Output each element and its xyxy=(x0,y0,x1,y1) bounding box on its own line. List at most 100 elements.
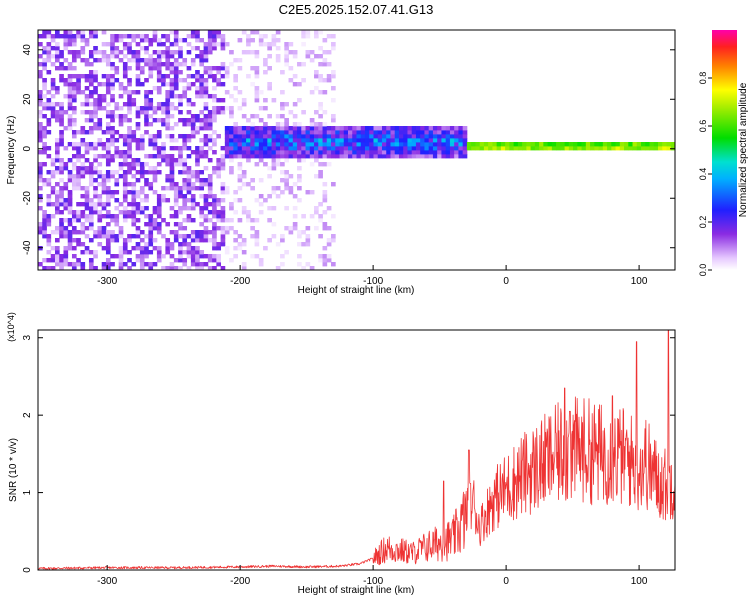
spectrogram-cell xyxy=(297,166,302,171)
snr-x-ticks: -300 -200 -100 0 100 xyxy=(97,565,648,587)
spectrogram-cell xyxy=(80,222,86,227)
spectrogram-cell xyxy=(280,178,285,183)
spectrogram-cell xyxy=(101,30,107,35)
spectrogram-cell xyxy=(220,198,226,203)
spectrogram-cell xyxy=(373,126,379,131)
spectrogram-cell xyxy=(101,174,107,179)
spectrogram-cell xyxy=(297,158,302,163)
spectrogram-cell xyxy=(271,222,277,227)
spectrogram-cell xyxy=(390,134,396,139)
spectrogram-cell xyxy=(182,170,188,175)
spectrogram-cell xyxy=(88,210,94,215)
spectrogram-cell xyxy=(445,146,451,151)
spectrogram-cell xyxy=(301,214,306,219)
spectrogram-cell xyxy=(182,146,188,151)
spectrogram-cell xyxy=(88,222,94,227)
spectrogram-cell xyxy=(190,258,196,263)
spectrogram-cell xyxy=(38,262,43,267)
spectrogram-cell xyxy=(292,54,298,59)
spectrogram-cell xyxy=(131,202,137,207)
spectrogram-cell xyxy=(275,146,281,151)
spectrogram-cell xyxy=(131,138,137,143)
spectrogram-cell xyxy=(63,38,69,43)
spectrogram-cell xyxy=(203,214,209,219)
spectrogram-cell xyxy=(356,126,362,131)
spectrogram-cell xyxy=(42,222,47,227)
spectrogram-cell xyxy=(76,202,81,207)
spectrogram-cell xyxy=(169,146,175,151)
spectrogram-cell xyxy=(199,146,205,151)
spectrogram-cell xyxy=(254,218,260,223)
spectrogram-cell xyxy=(110,74,115,79)
spectrogram-cell xyxy=(250,50,255,55)
spectrogram-cell xyxy=(38,178,43,183)
spectrogram-cell xyxy=(301,230,306,235)
spectrogram-cell xyxy=(280,134,285,139)
spectrogram-cell xyxy=(54,142,60,147)
spectrogram-cell xyxy=(178,170,183,175)
spectrogram-cell xyxy=(449,146,455,151)
spectrogram-cell xyxy=(246,138,251,143)
spectrogram-cell xyxy=(178,266,183,271)
spectrogram-cell xyxy=(54,110,60,115)
spectrogram-cell xyxy=(305,134,311,139)
spectrogram-cell xyxy=(224,230,230,235)
spectrogram-cell xyxy=(229,110,234,115)
spectrogram-cell xyxy=(93,78,98,83)
spectrogram-cell xyxy=(237,146,243,151)
spectrogram-cell xyxy=(212,214,217,219)
spectrogram-cell xyxy=(182,186,188,191)
spectrogram-cell xyxy=(339,134,345,139)
spectrogram-cell xyxy=(148,114,154,119)
spectrogram-cell xyxy=(348,130,353,135)
y-tick-label: 0 xyxy=(22,146,33,152)
spectrogram-cell xyxy=(173,78,179,83)
spectrogram-cell xyxy=(122,62,128,67)
spectrogram-cell xyxy=(314,174,319,179)
spectrogram-cell xyxy=(173,238,179,243)
spectrogram-cell xyxy=(594,142,599,147)
spectrogram-cell xyxy=(186,42,192,47)
spectrogram-cell xyxy=(169,42,175,47)
spectrogram-cell xyxy=(182,90,188,95)
spectrogram-cell xyxy=(101,50,107,55)
spectrogram-cell xyxy=(59,158,64,163)
spectrogram-cell xyxy=(335,126,340,131)
spectrogram-cell xyxy=(394,154,400,159)
spectrogram-cell xyxy=(284,174,289,179)
spectrogram-cell xyxy=(220,98,226,103)
spectrogram-cell xyxy=(339,126,345,131)
spectrogram-cell xyxy=(216,214,222,219)
spectrogram-cell xyxy=(139,174,145,179)
spectrogram-cell xyxy=(229,138,234,143)
spectrogram-cell xyxy=(263,62,268,67)
spectrogram-cell xyxy=(135,82,141,87)
spectrogram-cell xyxy=(114,238,120,243)
x-tick-label: -200 xyxy=(230,576,250,587)
spectrogram-cell xyxy=(161,198,166,203)
spectrogram-cell xyxy=(462,150,468,155)
spectrogram-cell xyxy=(38,166,43,171)
x-tick-label: -100 xyxy=(363,576,383,587)
spectrogram-cell xyxy=(263,106,268,111)
spectrogram-cell xyxy=(80,226,86,231)
spectrogram-cell xyxy=(212,222,217,227)
spectrogram-cell xyxy=(348,134,353,139)
spectrogram-cell xyxy=(369,150,374,155)
spectrogram-cell xyxy=(267,138,272,143)
spectrogram-cell xyxy=(284,122,289,127)
spectrogram-cell xyxy=(254,154,260,159)
spectrogram-cell xyxy=(220,166,226,171)
spectrogram-cell xyxy=(71,54,77,59)
spectrogram-cell xyxy=(42,226,47,231)
spectrogram-cell xyxy=(118,58,124,63)
spectrogram-cell xyxy=(97,162,103,167)
spectrogram-cell xyxy=(71,34,77,39)
spectrogram-cell xyxy=(267,46,272,51)
spectrogram-cell xyxy=(182,58,188,63)
spectrogram-cell xyxy=(46,258,52,263)
spectrogram-cell xyxy=(139,190,145,195)
spectrogram-cell xyxy=(267,218,272,223)
spectrogram-cell xyxy=(369,154,374,159)
spectrogram-cell xyxy=(373,138,379,143)
